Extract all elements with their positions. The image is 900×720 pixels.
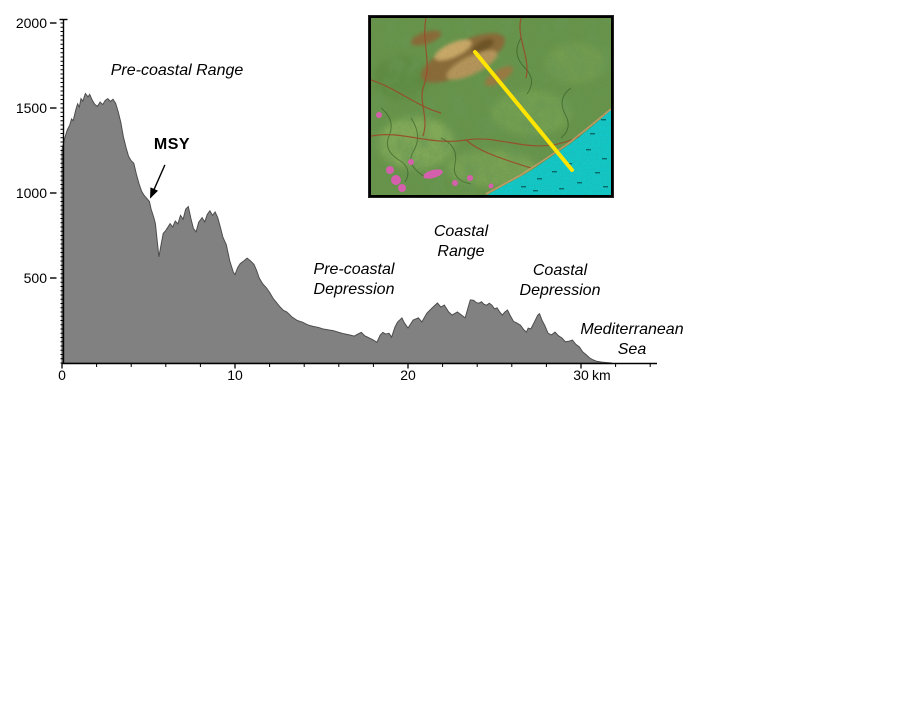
y-tick-label: 1500: [16, 100, 47, 116]
y-tick-label: 1000: [16, 185, 47, 201]
inset-map-svg: [371, 18, 611, 195]
inset-map: [369, 16, 613, 197]
msy-arrow: [149, 164, 166, 199]
x-tick-label: 20: [400, 367, 416, 383]
x-tick-label: 30: [573, 367, 589, 383]
x-tick-label: 0: [58, 367, 66, 383]
inset-fine-texture: [371, 18, 611, 195]
transect-line: [473, 50, 574, 172]
y-tick-label: 2000: [16, 15, 47, 31]
x-axis-unit: km: [592, 367, 611, 383]
terrain-profile: [61, 92, 613, 364]
x-tick-label: 10: [227, 367, 243, 383]
y-tick-label: 500: [24, 270, 48, 286]
y-axis-minor-ticks: [60, 22, 63, 364]
elevation-profile-chart: 2000 1500 1000 500 0 10 20 30 km: [16, 15, 657, 383]
